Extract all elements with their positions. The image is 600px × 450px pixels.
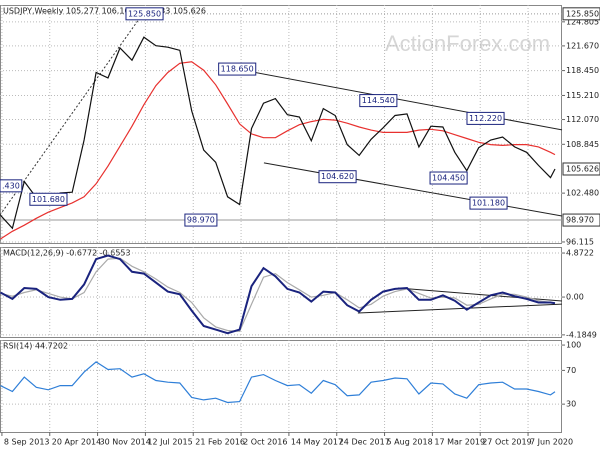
annotation-box xyxy=(359,94,398,108)
series-line xyxy=(0,254,556,335)
y-tick-label: 70 xyxy=(566,366,576,375)
annotation-box xyxy=(218,62,257,76)
annotation-label: .430 xyxy=(2,181,20,190)
annotation-label: 104.620 xyxy=(321,172,354,181)
y-tick-label: -4.1849 xyxy=(566,330,597,339)
trendline xyxy=(0,17,141,216)
annotation-box xyxy=(469,196,508,210)
annotation-label: 118.650 xyxy=(221,65,254,74)
y-tick-label: 124.805 xyxy=(566,17,599,26)
price-marker-label: 105.626 xyxy=(566,164,599,173)
annotation-label: 125.850 xyxy=(128,9,161,18)
price-marker-box xyxy=(562,7,600,21)
price-marker-label: 98.970 xyxy=(566,216,594,225)
trendline xyxy=(397,287,563,302)
x-tick-label: 8 Sep 2013 xyxy=(4,438,50,447)
annotation-box xyxy=(0,179,23,193)
x-tick-label: 17 Mar 2019 xyxy=(434,438,485,447)
y-tick-label: 115.210 xyxy=(566,91,599,100)
trendline xyxy=(263,162,563,217)
annotation-label: 112.220 xyxy=(469,114,502,123)
y-tick-label: 102.480 xyxy=(566,189,599,198)
price-marker-box xyxy=(562,213,600,227)
annotation-box xyxy=(125,7,164,21)
x-tick-label: 20 Apr 2014 xyxy=(52,438,101,447)
y-tick-label: 100 xyxy=(566,341,581,350)
annotation-box xyxy=(184,213,218,227)
annotation-label: 101.680 xyxy=(32,195,65,204)
price-marker-box xyxy=(562,162,600,176)
price-marker-label: 125.850 xyxy=(566,9,599,18)
annotation-box xyxy=(429,171,468,185)
x-tick-label: 12 Jul 2015 xyxy=(147,438,192,447)
trendline xyxy=(357,303,563,314)
x-tick-label: 5 Aug 2018 xyxy=(387,438,433,447)
y-tick-label: 0.00 xyxy=(566,293,584,302)
annotation-label: 101.180 xyxy=(472,199,505,208)
series-line xyxy=(0,257,556,333)
panel-title: RSI(14) 44.7202 xyxy=(3,342,68,351)
y-tick-label: 112.070 xyxy=(566,115,599,124)
x-tick-label: 2 Oct 2016 xyxy=(243,438,287,447)
annotation-box xyxy=(29,192,68,206)
annotation-box xyxy=(318,170,357,184)
x-tick-label: 30 Nov 2014 xyxy=(100,438,151,447)
y-tick-label: 30 xyxy=(566,400,576,409)
y-tick-label: 96.115 xyxy=(566,237,594,246)
series-line xyxy=(0,61,556,240)
y-tick-label: 4.8722 xyxy=(566,249,594,258)
y-tick-label: 121.670 xyxy=(566,41,599,50)
rsi-panel xyxy=(0,340,562,433)
x-tick-label: 7 Jun 2020 xyxy=(530,438,573,447)
y-tick-label: 118.450 xyxy=(566,66,599,75)
x-tick-label: 27 Oct 2019 xyxy=(482,438,531,447)
annotation-label: 98.970 xyxy=(187,216,215,225)
annotation-label: 104.450 xyxy=(432,174,465,183)
x-tick-label: 21 Feb 2016 xyxy=(195,438,245,447)
series-line xyxy=(0,36,556,230)
y-tick-label: 108.845 xyxy=(566,140,599,149)
price-panel xyxy=(0,5,562,244)
watermark: ActionForex.com xyxy=(385,31,550,56)
annotation-label: 114.540 xyxy=(362,96,395,105)
trendline xyxy=(251,71,563,131)
x-tick-label: 14 May 2017 xyxy=(291,438,343,447)
panel-title: USDJPY,Weekly 105.277 106.108 105.233 10… xyxy=(3,7,206,16)
x-tick-label: 24 Dec 2017 xyxy=(339,438,390,447)
series-line xyxy=(0,361,556,404)
annotation-box xyxy=(466,111,505,125)
